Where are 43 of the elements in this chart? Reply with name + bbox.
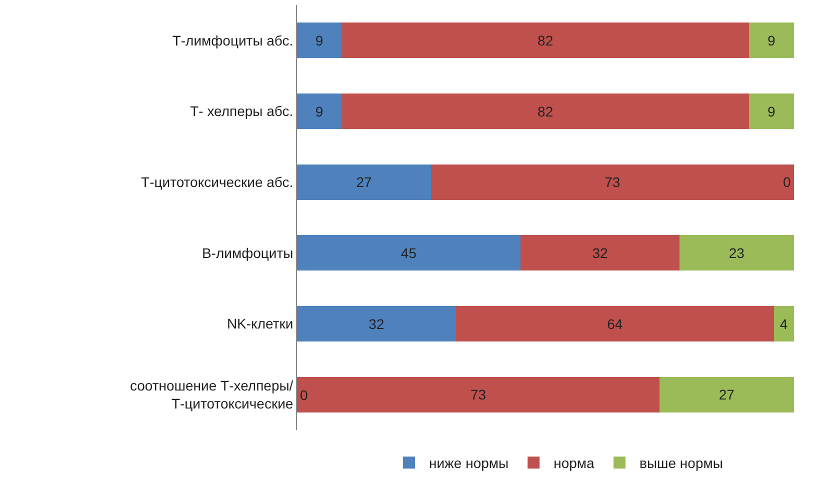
bar (342, 94, 750, 129)
bar (297, 164, 432, 200)
bar (342, 22, 750, 58)
data-label: 82 (538, 32, 554, 48)
bar (520, 235, 680, 271)
bar (680, 235, 794, 271)
bar (297, 22, 342, 58)
annotation: 0 (300, 387, 308, 403)
bar (297, 376, 660, 412)
data-label: 64 (607, 316, 623, 332)
bar (456, 306, 774, 342)
data-label: 0 (783, 174, 791, 190)
data-label: 9 (767, 32, 776, 48)
data-label: 32 (368, 316, 384, 332)
data-label: 23 (728, 244, 745, 261)
data-label: 4 (780, 316, 788, 332)
legend-label: выше нормы (640, 455, 723, 472)
bar (660, 376, 794, 412)
bar (297, 94, 342, 129)
data-label: 45 (400, 244, 417, 261)
data-label: 73 (604, 174, 620, 190)
bar (774, 306, 794, 342)
data-label: 73 (470, 386, 486, 403)
y-tick-label: Т-лимфоциты абс. (172, 32, 294, 48)
y-tick-label: соотношение Т-хелперы/ Т-цитотоксические (130, 377, 294, 412)
data-label: 82 (538, 103, 554, 120)
y-tick-label: Т-цитотоксические абс. (141, 174, 294, 190)
y-tick-label: Т- хелперы абс. (190, 103, 294, 120)
legend-label: ниже нормы (429, 455, 509, 472)
bar (431, 164, 794, 200)
data-label: 32 (592, 244, 608, 261)
bar (749, 94, 794, 129)
data-label: 27 (356, 174, 372, 190)
y-tick-label: В-лимфоциты (202, 244, 294, 261)
legend-label: норма (554, 455, 595, 472)
data-label: 9 (315, 32, 324, 48)
data-label: 9 (767, 103, 776, 120)
data-label: 27 (718, 386, 735, 403)
bar (749, 22, 794, 58)
y-tick-label: NK-клетки (226, 316, 294, 332)
data-label: 9 (315, 103, 324, 120)
bar (297, 235, 521, 271)
bar (297, 306, 456, 342)
